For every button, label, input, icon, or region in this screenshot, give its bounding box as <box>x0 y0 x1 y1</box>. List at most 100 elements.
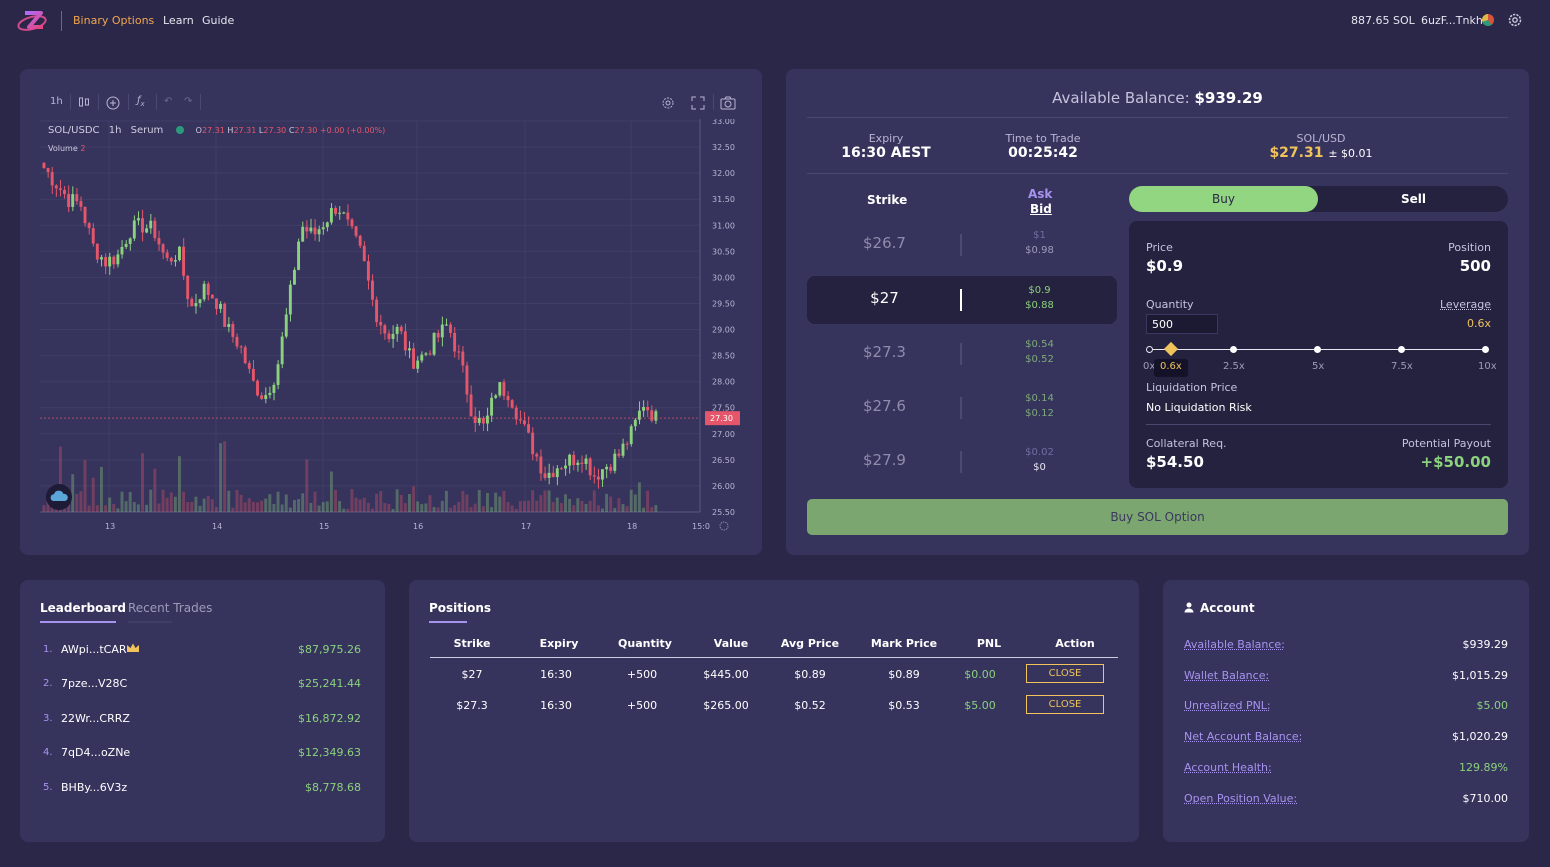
account-label[interactable]: Net Account Balance: <box>1184 730 1303 743</box>
volume-bar <box>629 489 633 512</box>
redo-icon[interactable]: ↷ <box>184 96 193 107</box>
volume-bar <box>588 500 592 512</box>
add-indicator-icon[interactable] <box>106 96 120 110</box>
close-position-button[interactable]: CLOSE <box>1026 695 1104 714</box>
cloud-icon[interactable] <box>46 484 72 510</box>
volume-bar <box>432 507 436 512</box>
logo-icon[interactable] <box>17 8 49 34</box>
cell-expiry: 16:30 <box>540 668 572 681</box>
time-tick-label: 14 <box>212 522 222 531</box>
candle-body <box>116 254 120 265</box>
status-dot-icon <box>176 126 185 134</box>
leaderboard-name[interactable]: AWpi...tCAR <box>61 643 127 656</box>
leaderboard-rank: 2. <box>43 678 53 689</box>
nav-binary-options[interactable]: Binary Options <box>73 14 155 27</box>
price-tick-label: 33.00 <box>712 119 735 126</box>
column-header: Avg Price <box>780 637 840 650</box>
strike-row[interactable]: $27.3 $0.54 $0.52 <box>807 330 1117 378</box>
price-chart[interactable]: 33.00 32.50 32.00 31.50 31.00 30.50 30.00 29.50… <box>40 119 745 544</box>
volume-bar <box>210 499 214 512</box>
pair-price: $27.31 ± $0.01 <box>1246 145 1396 161</box>
volume-bar <box>444 490 448 512</box>
candle-style-icon[interactable] <box>78 96 90 108</box>
leverage-mark-dot[interactable] <box>1230 346 1237 353</box>
volume-bar <box>169 492 173 512</box>
strike-row-selected[interactable]: $27 $0.9 $0.88 <box>807 276 1117 324</box>
candle-body <box>551 472 555 478</box>
sol-balance: 887.65 SOL <box>1351 14 1415 27</box>
time-to-trade-label: Time to Trade <box>1005 132 1081 145</box>
volume-bar <box>165 497 169 512</box>
strike-row[interactable]: $26.7 $1 $0.98 <box>807 221 1117 269</box>
account-label[interactable]: Wallet Balance: <box>1184 669 1270 682</box>
leaderboard-name[interactable]: BHBy...6V3z <box>61 781 128 794</box>
undo-icon[interactable]: ↶ <box>164 96 173 107</box>
strike-bid: $0.52 <box>1025 354 1054 365</box>
buy-tab[interactable]: Buy <box>1129 186 1318 212</box>
leverage-mark-dot[interactable] <box>1146 346 1153 353</box>
candle-body <box>486 415 489 424</box>
strike-divider <box>960 451 962 473</box>
volume-bar <box>346 508 350 512</box>
strike-row[interactable]: $27.6 $0.14 $0.12 <box>807 384 1117 432</box>
buy-option-button[interactable]: Buy SOL Option <box>807 499 1508 535</box>
strike-ask: $1 <box>1033 230 1046 241</box>
leaderboard-name[interactable]: 22Wr...CRRZ <box>61 712 130 725</box>
tab-recent-trades[interactable]: Recent Trades <box>128 601 213 615</box>
volume-bar <box>342 508 346 512</box>
account-panel: Account Available Balance: $939.29 Walle… <box>1163 580 1529 842</box>
volume-bar <box>407 494 411 512</box>
strike-bid: $0.88 <box>1025 300 1054 311</box>
nav-guide[interactable]: Guide <box>202 14 235 27</box>
account-label[interactable]: Account Health: <box>1184 761 1272 774</box>
account-label[interactable]: Available Balance: <box>1184 638 1285 651</box>
leaderboard-name[interactable]: 7pze...V28C <box>61 677 128 690</box>
pair-label: SOL/USD <box>1296 132 1346 145</box>
column-header: Value <box>713 637 749 650</box>
leverage-mark-dot[interactable] <box>1398 346 1405 353</box>
sell-tab[interactable]: Sell <box>1400 192 1426 206</box>
leverage-mark-dot[interactable] <box>1314 346 1321 353</box>
candle-body <box>280 336 284 365</box>
account-label[interactable]: Open Position Value: <box>1184 792 1298 805</box>
leaderboard-name[interactable]: 7qD4...oZNe <box>61 746 131 759</box>
volume-bar <box>132 502 136 512</box>
time-tick-label: 13 <box>105 522 115 531</box>
chart-legend: SOL/USDC 1h Serum O27.31 H27.31 L27.30 C… <box>48 125 385 136</box>
strike-ask: $0.9 <box>1028 285 1051 296</box>
nav-learn[interactable]: Learn <box>163 14 194 27</box>
toolbar-separator <box>156 94 157 110</box>
wallet-address[interactable]: 6uzF...Tnkh <box>1421 14 1483 27</box>
legend-high: 27.31 <box>233 126 257 135</box>
interval-selector[interactable]: 1h <box>50 96 63 107</box>
volume-bar <box>596 505 600 512</box>
tab-leaderboard[interactable]: Leaderboard <box>40 601 126 615</box>
leverage-mark-label: 2.5x <box>1223 361 1245 372</box>
fullscreen-icon[interactable] <box>691 96 705 110</box>
leverage-slider-handle[interactable] <box>1163 341 1179 357</box>
quantity-input[interactable] <box>1146 314 1218 334</box>
candle-body <box>543 473 547 478</box>
account-label[interactable]: Unrealized PNL: <box>1184 699 1271 712</box>
price-value: $0.9 <box>1146 257 1184 275</box>
candle-body <box>219 303 222 309</box>
close-position-button[interactable]: CLOSE <box>1026 664 1104 683</box>
axis-settings-icon[interactable] <box>719 521 729 531</box>
candle-body <box>293 269 296 285</box>
volume-bar <box>108 497 112 512</box>
volume-bar <box>116 508 120 512</box>
chart-settings-icon[interactable] <box>661 96 675 110</box>
settings-gear-icon[interactable] <box>1507 12 1523 28</box>
candle-body <box>432 332 436 355</box>
wallet-avatar-icon[interactable] <box>1482 14 1494 26</box>
volume-bar <box>506 501 510 512</box>
candle-body <box>424 353 428 355</box>
volume-bar <box>321 502 325 512</box>
candle-body <box>186 275 190 299</box>
leaderboard-value: $16,872.92 <box>298 712 361 725</box>
function-icon[interactable]: ƒx <box>137 95 145 108</box>
leverage-mark-dot[interactable] <box>1482 346 1489 353</box>
camera-icon[interactable] <box>720 96 736 110</box>
strike-row[interactable]: $27.9 $0.02 $0 <box>807 438 1117 486</box>
volume-bar <box>580 500 584 512</box>
